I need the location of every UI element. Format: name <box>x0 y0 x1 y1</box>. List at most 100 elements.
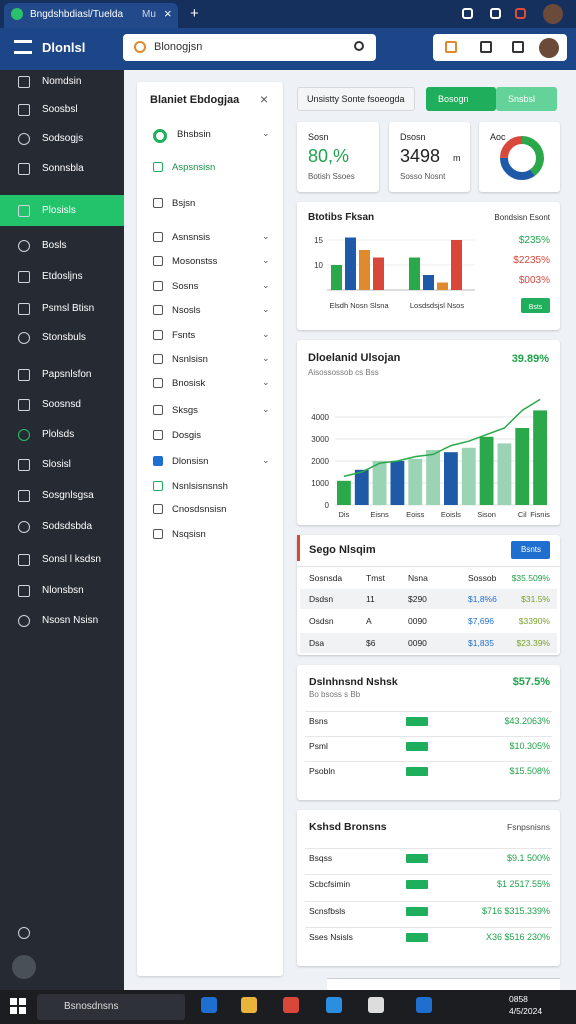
window-icon[interactable] <box>515 8 526 19</box>
secondary-button[interactable] <box>496 87 557 111</box>
panel-item[interactable]: Bnosisk <box>172 378 206 389</box>
panel-item[interactable]: Mosonstss <box>172 256 218 267</box>
panel-item[interactable]: Nsosls <box>172 305 201 316</box>
table-cell: A <box>366 616 372 626</box>
sidebar-item[interactable]: Nomdsin <box>42 76 82 87</box>
donut-segment <box>500 136 544 180</box>
taskbar-app[interactable] <box>326 997 342 1013</box>
row-badge <box>406 717 428 726</box>
row-value: $1 2517.55% <box>496 879 550 890</box>
button[interactable] <box>521 298 550 313</box>
panel-item[interactable]: Fsnts <box>172 330 196 341</box>
chart-value: 39.89% <box>512 353 550 365</box>
panel-item[interactable]: Dosgis <box>172 430 202 441</box>
table-cell: 0090 <box>408 616 427 626</box>
table-cell: Dsa <box>309 638 325 648</box>
stat-label: Dsosn <box>400 132 426 142</box>
bar <box>515 428 530 505</box>
panel-item[interactable]: Bsjsn <box>172 198 196 209</box>
divider <box>297 566 560 567</box>
sidebar-item[interactable]: Psmsl Btisn <box>42 303 95 314</box>
panel-item[interactable]: Aspsnsisn <box>172 162 216 173</box>
tool-icon[interactable] <box>445 41 457 53</box>
filter[interactable] <box>297 87 415 111</box>
panel-item[interactable]: Dlonsisn <box>172 456 209 467</box>
new-tab[interactable]: + <box>190 5 199 22</box>
table-row-bg <box>300 589 557 609</box>
sidebar-item[interactable]: Sosgnlsgsa <box>42 490 94 501</box>
primary-button[interactable] <box>426 87 496 111</box>
window-icon[interactable] <box>462 8 473 19</box>
row-value: $15.508% <box>509 766 550 776</box>
sidebar-item[interactable]: Papsnlsfon <box>42 369 92 380</box>
y-tick-label: 10 <box>314 261 323 270</box>
row-label: Psml <box>309 741 328 751</box>
taskbar-time: 0858 <box>509 994 528 1004</box>
sidebar-item[interactable]: Sodsogjs <box>42 133 84 144</box>
panel-item[interactable]: Sksgs <box>172 405 198 416</box>
taskbar-app[interactable] <box>416 997 432 1013</box>
table-cell: $290 <box>408 594 427 604</box>
start-button[interactable] <box>10 998 26 1014</box>
panel-item[interactable]: Sosns <box>172 281 199 292</box>
table-cell: Osdsn <box>309 616 334 626</box>
taskbar-app[interactable] <box>368 997 384 1013</box>
panel-close[interactable]: × <box>260 91 269 107</box>
bar <box>354 469 369 505</box>
avatar[interactable] <box>543 4 563 24</box>
table-row-bg <box>300 633 557 653</box>
sidebar-icon <box>18 240 30 252</box>
row-divider <box>305 736 552 737</box>
chevron: ⌄ <box>262 329 270 339</box>
sidebar-item[interactable]: Sonnsbla <box>42 163 84 174</box>
bar <box>444 452 458 505</box>
sidebar-item[interactable]: Stonsbuls <box>42 332 86 343</box>
sidebar-icon <box>18 429 30 441</box>
sidebar-icon <box>18 303 30 315</box>
sidebar-item[interactable]: Sodsdsbda <box>42 521 93 532</box>
sidebar-item[interactable]: Plolsds <box>42 429 75 440</box>
user-avatar[interactable] <box>539 38 559 58</box>
tab-extra: Mu <box>142 9 156 20</box>
sidebar-item[interactable]: Etdosljns <box>42 271 83 282</box>
taskbar-app[interactable] <box>201 997 217 1013</box>
tool-icon[interactable] <box>480 41 492 53</box>
chevron: ⌄ <box>262 255 270 265</box>
sidebar-item[interactable]: Slosisl <box>42 459 71 470</box>
sidebar-settings[interactable] <box>18 927 30 939</box>
card <box>297 810 560 966</box>
sidebar-item[interactable]: Plosisls <box>42 205 76 216</box>
chart-title: Dloelanid Ulsojan <box>308 352 401 364</box>
panel-item[interactable]: Bhsbsin <box>177 129 211 140</box>
taskbar-app[interactable] <box>241 997 257 1013</box>
menu-icon[interactable] <box>14 40 32 54</box>
sidebar-item[interactable]: Sonsl l ksdsn <box>42 554 101 565</box>
taskbar-app[interactable] <box>283 997 299 1013</box>
y-tick-label: 1000 <box>311 479 329 488</box>
sidebar-item[interactable]: Soosbsl <box>42 104 78 115</box>
panel-item[interactable]: Nsnlsisn <box>172 354 208 365</box>
panel-item[interactable]: Nsqsisn <box>172 529 206 540</box>
tab <box>4 3 178 28</box>
window-icon[interactable] <box>490 8 501 19</box>
taskbar-search[interactable] <box>37 994 185 1020</box>
tool-icon[interactable] <box>512 41 524 53</box>
row-badge <box>406 880 428 890</box>
table-button[interactable] <box>511 541 550 559</box>
table-cell: $31.5% <box>521 594 550 604</box>
sidebar-item[interactable]: Nlonsbsn <box>42 585 84 596</box>
tab-close[interactable]: × <box>164 6 172 21</box>
sidebar-item[interactable]: Soosnsd <box>42 399 81 410</box>
search-box[interactable] <box>123 34 376 61</box>
panel-item[interactable]: Asnsnsis <box>172 232 211 243</box>
panel-title: Blaniet Ebdogjaa <box>150 94 240 106</box>
sidebar-item[interactable]: Bosls <box>42 240 67 251</box>
button-label: Bsts <box>529 304 543 311</box>
panel-item[interactable]: Nsnlsisnsnsh <box>172 481 228 492</box>
bar <box>345 237 356 290</box>
side-value: $2235% <box>513 255 550 266</box>
sidebar-theme[interactable] <box>12 955 36 979</box>
sidebar-item[interactable]: Nsosn Nsisn <box>42 615 99 626</box>
panel-item[interactable]: Cnosdsnsisn <box>172 504 227 515</box>
side-value: $003% <box>519 275 550 286</box>
